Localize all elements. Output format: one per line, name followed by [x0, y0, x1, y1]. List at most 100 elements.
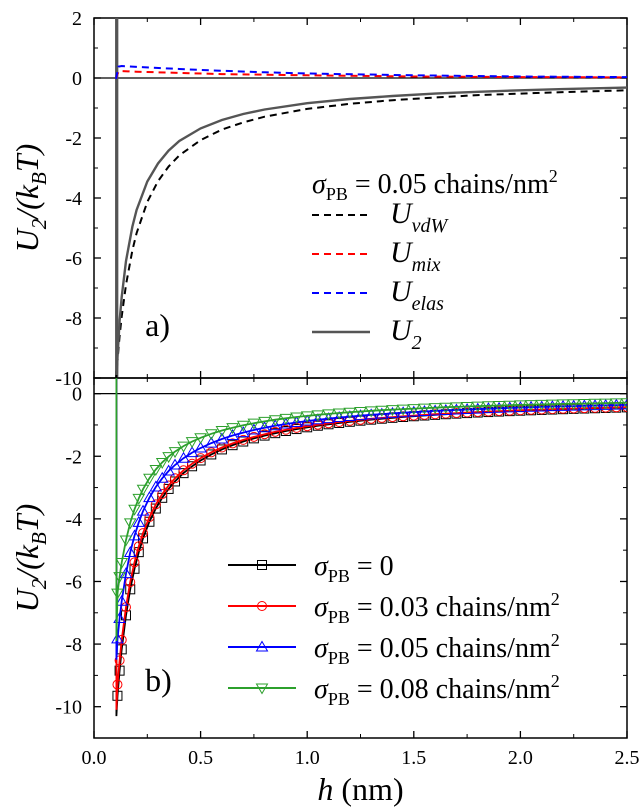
data-point-triangle-down — [290, 412, 303, 424]
legend-label-sub: elas — [412, 293, 444, 315]
legend-label-triangle-down: σPB = 0.08 chains/nm2 — [314, 671, 560, 709]
data-point-triangle-down — [354, 406, 367, 418]
data-point-triangle-up — [450, 403, 463, 415]
data-point-triangle-down — [407, 404, 421, 416]
data-point-triangle-down — [268, 415, 282, 427]
data-point-triangle-down — [177, 441, 190, 453]
data-point-triangle-up — [471, 402, 485, 414]
y-axis-label: U2/(kBT) — [9, 504, 51, 613]
y-label-mid: /(k — [9, 544, 45, 581]
data-point-triangle-up — [111, 632, 124, 644]
x-tick-label: 2.0 — [508, 747, 533, 769]
data-point-triangle-down — [132, 493, 146, 505]
y-tick-label: -6 — [65, 571, 82, 593]
data-point-square — [178, 468, 189, 479]
data-point-triangle-down — [194, 433, 207, 445]
data-point-triangle-up — [115, 594, 129, 606]
data-point-triangle-up — [247, 423, 261, 435]
data-point-triangle-down — [482, 401, 495, 413]
legend-label-circle: σPB = 0.03 chains/nm2 — [314, 589, 560, 627]
data-point-triangle-down — [332, 408, 346, 420]
data-point-triangle-up — [258, 421, 271, 433]
data-point-circle — [144, 512, 155, 523]
data-point-triangle-up — [407, 405, 421, 417]
data-point-triangle-up — [524, 400, 538, 412]
data-point-triangle-down — [155, 457, 169, 469]
data-point-circle — [112, 679, 123, 690]
data-point-triangle-up — [155, 471, 169, 483]
legend-sigma: σ — [314, 592, 329, 623]
data-point-triangle-up — [386, 406, 399, 418]
x-tick-label: 2.5 — [615, 747, 640, 769]
data-point-triangle-down — [136, 484, 150, 496]
x-tick-label: 1.5 — [401, 747, 426, 769]
data-point-triangle-down — [546, 399, 559, 411]
legend-label-main: U — [390, 236, 414, 269]
data-point-triangle-down — [364, 406, 378, 418]
legend-label-square: σPB = 0 — [314, 551, 394, 586]
y-tick-label: -8 — [65, 634, 82, 656]
series-line-2 — [115, 86, 627, 376]
y-tick-label: -6 — [65, 248, 82, 270]
data-point-triangle-up — [439, 403, 453, 415]
data-point-triangle-up — [418, 404, 431, 416]
data-point-circle — [187, 458, 198, 469]
data-point-triangle-up — [375, 407, 389, 419]
data-point-triangle-down — [204, 429, 218, 441]
data-point-triangle-down — [577, 398, 591, 410]
legend-label-main: U — [390, 197, 414, 230]
x-tick-label: 0.5 — [188, 747, 213, 769]
data-point-triangle-up — [290, 415, 303, 427]
y-tick-label: -8 — [65, 308, 82, 330]
legend-label-sub: mix — [412, 254, 441, 276]
legend-label-text: = 0 — [350, 551, 394, 582]
y-label-sub: 2 — [27, 578, 51, 589]
legend-label-main: U — [390, 314, 414, 347]
panel-label: a) — [145, 307, 170, 343]
legend-label-sub: vdW — [412, 215, 450, 237]
data-point-circle — [408, 410, 419, 421]
data-point-circle — [129, 557, 140, 568]
data-point-triangle-down — [128, 504, 141, 516]
y-axis-label: U2/(kBT) — [9, 144, 51, 253]
data-point-triangle-up — [149, 480, 163, 492]
legend-sigma: σ — [314, 674, 329, 705]
y-tick-label: -10 — [55, 697, 82, 719]
legend-label-text: = 0.08 chains/nm — [350, 674, 551, 705]
data-point-triangle-up — [143, 491, 156, 503]
y-tick-label: -2 — [65, 446, 82, 468]
legend-label-sup: 2 — [551, 589, 560, 609]
legend-sigma: σ — [314, 551, 329, 582]
data-point-triangle-down — [226, 423, 239, 435]
series-line-triangle-down — [115, 378, 627, 642]
legend-label-triangle-up: σPB = 0.05 chains/nm2 — [314, 630, 560, 668]
x-tick-label: 1.0 — [295, 747, 320, 769]
data-point-triangle-up — [268, 419, 282, 431]
legend-title-text: = 0.05 chains/nm — [348, 169, 549, 200]
legend-title-sup: 2 — [549, 166, 558, 186]
data-point-triangle-down — [386, 405, 399, 417]
data-point-triangle-up — [136, 504, 150, 516]
legend-title: σPB = 0.05 chains/nm2 — [312, 166, 558, 204]
data-point-circle — [157, 489, 168, 500]
data-point-triangle-down — [556, 399, 570, 411]
panel-label: b) — [145, 662, 172, 698]
data-point-triangle-down — [428, 403, 442, 415]
data-point-triangle-up — [162, 464, 175, 476]
data-point-triangle-down — [168, 447, 182, 459]
legend-marker-triangle-down — [255, 683, 269, 695]
data-point-circle — [419, 409, 430, 420]
data-point-triangle-down — [492, 400, 506, 412]
data-point-circle — [178, 465, 189, 476]
data-point-circle — [270, 426, 281, 437]
data-point-triangle-up — [226, 429, 239, 441]
data-point-triangle-down — [588, 398, 602, 410]
data-point-triangle-up — [364, 408, 378, 420]
legend-sigma-sub: PB — [328, 566, 350, 586]
data-point-triangle-down — [215, 425, 229, 437]
legend-label-sup: 2 — [551, 630, 560, 650]
series-line-triangle-up — [115, 378, 627, 660]
data-point-triangle-up — [132, 515, 146, 527]
